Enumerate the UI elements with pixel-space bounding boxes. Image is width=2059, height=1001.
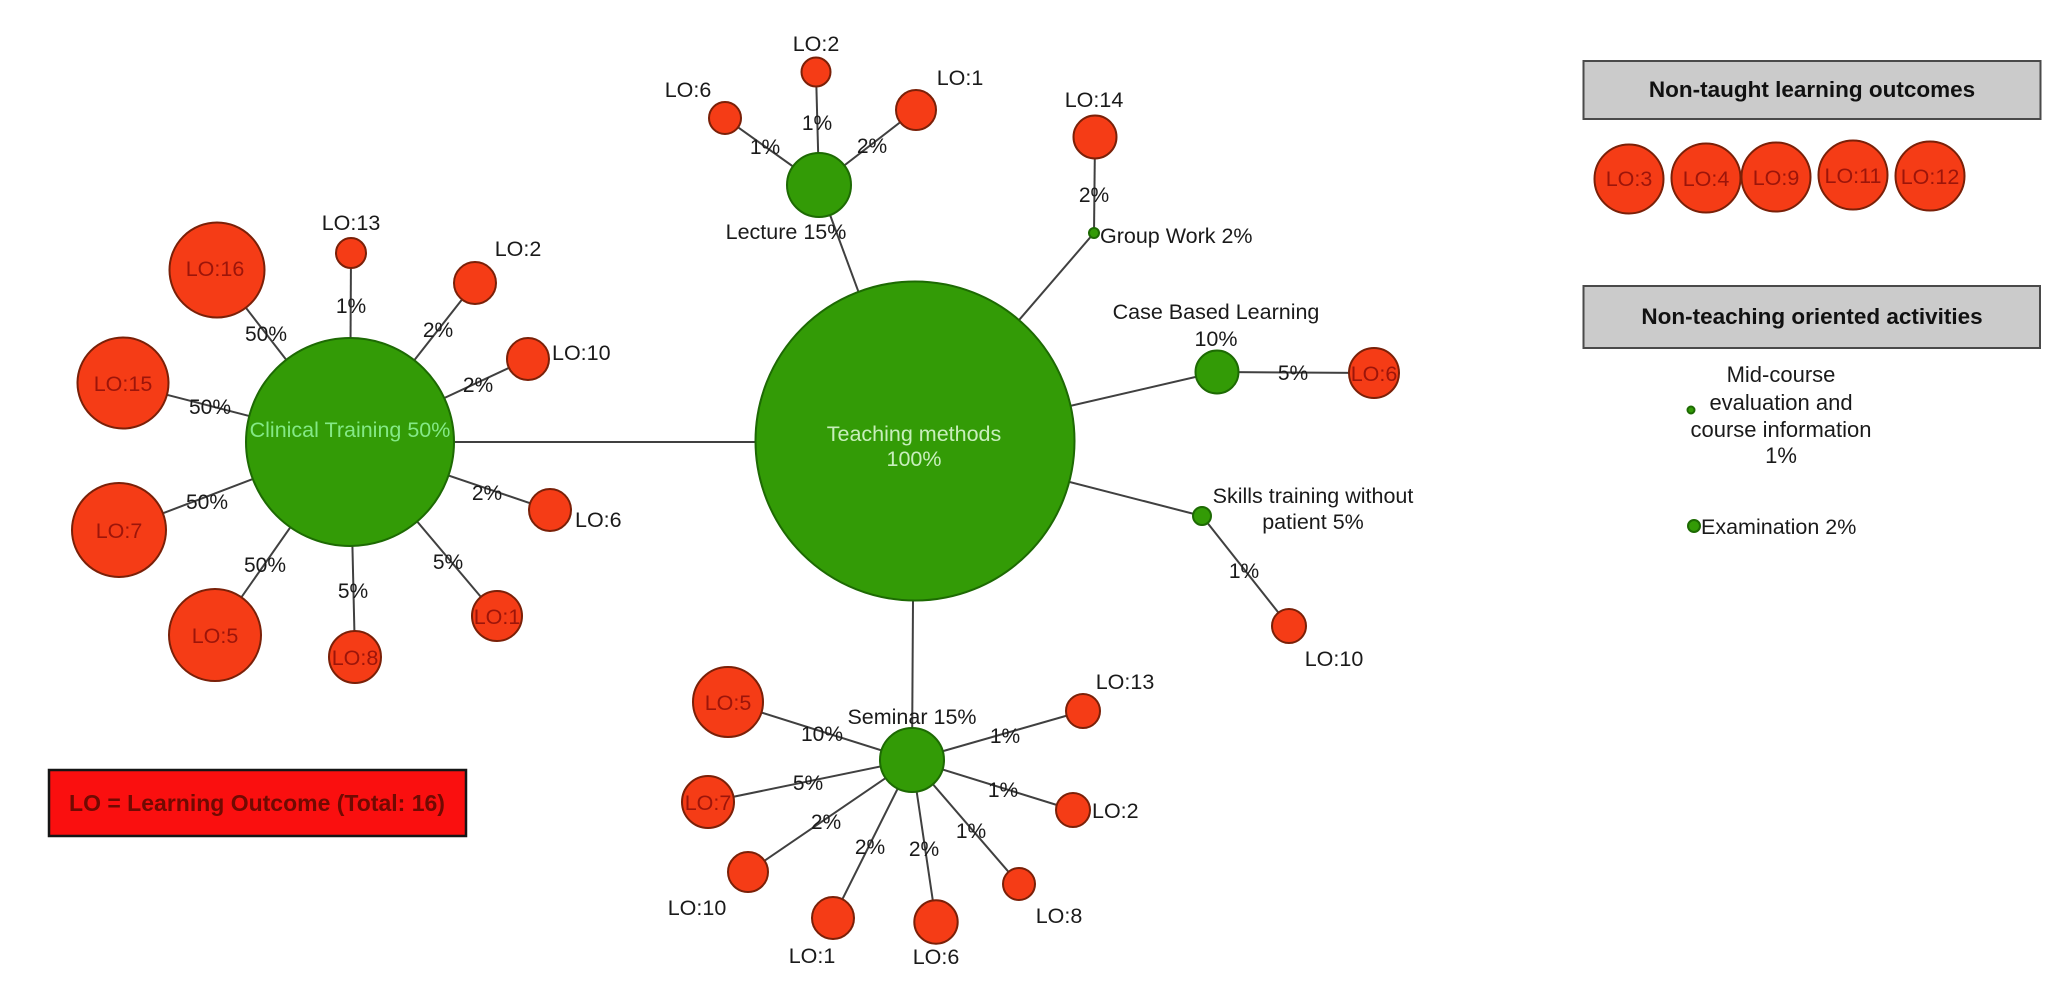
svg-text:Mid-course: Mid-course xyxy=(1727,362,1836,387)
svg-text:LO:6: LO:6 xyxy=(1351,362,1398,386)
svg-text:Clinical Training 50%: Clinical Training 50% xyxy=(250,418,451,442)
svg-text:5%: 5% xyxy=(793,772,823,795)
svg-text:1%: 1% xyxy=(802,112,832,135)
svg-text:LO:13: LO:13 xyxy=(1096,670,1155,694)
svg-text:Skills training without: Skills training without xyxy=(1213,484,1414,508)
svg-text:LO:10: LO:10 xyxy=(552,341,611,365)
svg-text:Lecture 15%: Lecture 15% xyxy=(726,220,847,244)
svg-text:LO:7: LO:7 xyxy=(685,791,732,815)
svg-text:5%: 5% xyxy=(338,580,368,603)
svg-text:1%: 1% xyxy=(1765,443,1797,468)
svg-text:Non-teaching oriented activiti: Non-teaching oriented activities xyxy=(1641,304,1982,329)
svg-text:LO:16: LO:16 xyxy=(186,257,245,281)
svg-text:LO:3: LO:3 xyxy=(1606,167,1653,191)
svg-text:LO:11: LO:11 xyxy=(1825,164,1882,188)
svg-text:1%: 1% xyxy=(956,820,986,843)
svg-text:LO:6: LO:6 xyxy=(665,78,712,102)
svg-text:5%: 5% xyxy=(433,551,463,574)
svg-text:2%: 2% xyxy=(909,838,939,861)
svg-text:LO:7: LO:7 xyxy=(96,519,143,543)
svg-text:10%: 10% xyxy=(1194,327,1237,351)
svg-text:LO:2: LO:2 xyxy=(1092,799,1139,823)
svg-text:2%: 2% xyxy=(811,811,841,834)
svg-text:LO:8: LO:8 xyxy=(332,646,379,670)
svg-text:2%: 2% xyxy=(472,482,502,505)
svg-text:Case Based Learning: Case Based Learning xyxy=(1113,300,1320,324)
svg-text:LO:5: LO:5 xyxy=(192,624,239,648)
svg-text:LO:13: LO:13 xyxy=(322,211,381,235)
svg-text:1%: 1% xyxy=(1229,560,1259,583)
svg-text:1%: 1% xyxy=(336,295,366,318)
svg-text:LO:9: LO:9 xyxy=(1753,166,1800,190)
svg-text:LO:2: LO:2 xyxy=(793,32,840,56)
svg-text:Teaching methods: Teaching methods xyxy=(827,422,1002,446)
svg-text:LO:8: LO:8 xyxy=(1036,904,1083,928)
svg-text:LO:1: LO:1 xyxy=(474,605,521,629)
svg-text:50%: 50% xyxy=(189,396,231,419)
svg-text:1%: 1% xyxy=(990,725,1020,748)
svg-text:evaluation and: evaluation and xyxy=(1709,390,1852,415)
svg-text:LO:14: LO:14 xyxy=(1065,88,1124,112)
svg-text:LO:1: LO:1 xyxy=(937,66,984,90)
svg-text:2%: 2% xyxy=(463,374,493,397)
svg-text:100%: 100% xyxy=(887,447,942,471)
svg-text:2%: 2% xyxy=(1079,184,1109,207)
svg-text:1%: 1% xyxy=(988,779,1018,802)
svg-text:LO:12: LO:12 xyxy=(1901,165,1960,189)
svg-text:LO:6: LO:6 xyxy=(575,508,622,532)
svg-text:50%: 50% xyxy=(245,323,287,346)
svg-text:Seminar 15%: Seminar 15% xyxy=(847,705,976,729)
svg-text:50%: 50% xyxy=(186,491,228,514)
svg-text:patient 5%: patient 5% xyxy=(1262,510,1364,534)
svg-text:LO:15: LO:15 xyxy=(94,372,153,396)
svg-text:LO:4: LO:4 xyxy=(1683,167,1730,191)
svg-text:2%: 2% xyxy=(855,836,885,859)
svg-text:LO:1: LO:1 xyxy=(789,944,836,968)
svg-text:LO = Learning Outcome (Total:: LO = Learning Outcome (Total: 16) xyxy=(69,790,445,816)
svg-text:LO:2: LO:2 xyxy=(495,237,542,261)
svg-text:5%: 5% xyxy=(1278,362,1308,385)
svg-text:Group Work 2%: Group Work 2% xyxy=(1100,224,1253,248)
svg-text:1%: 1% xyxy=(750,136,780,159)
svg-text:2%: 2% xyxy=(857,135,887,158)
svg-text:course information: course information xyxy=(1691,417,1872,442)
svg-text:LO:10: LO:10 xyxy=(668,896,727,920)
svg-text:Examination 2%: Examination 2% xyxy=(1701,515,1856,539)
svg-text:LO:10: LO:10 xyxy=(1305,647,1364,671)
svg-text:Non-taught learning outcomes: Non-taught learning outcomes xyxy=(1649,77,1975,102)
svg-text:2%: 2% xyxy=(423,319,453,342)
svg-text:10%: 10% xyxy=(801,723,843,746)
svg-text:LO:6: LO:6 xyxy=(913,945,960,969)
svg-text:50%: 50% xyxy=(244,554,286,577)
svg-text:LO:5: LO:5 xyxy=(705,691,752,715)
